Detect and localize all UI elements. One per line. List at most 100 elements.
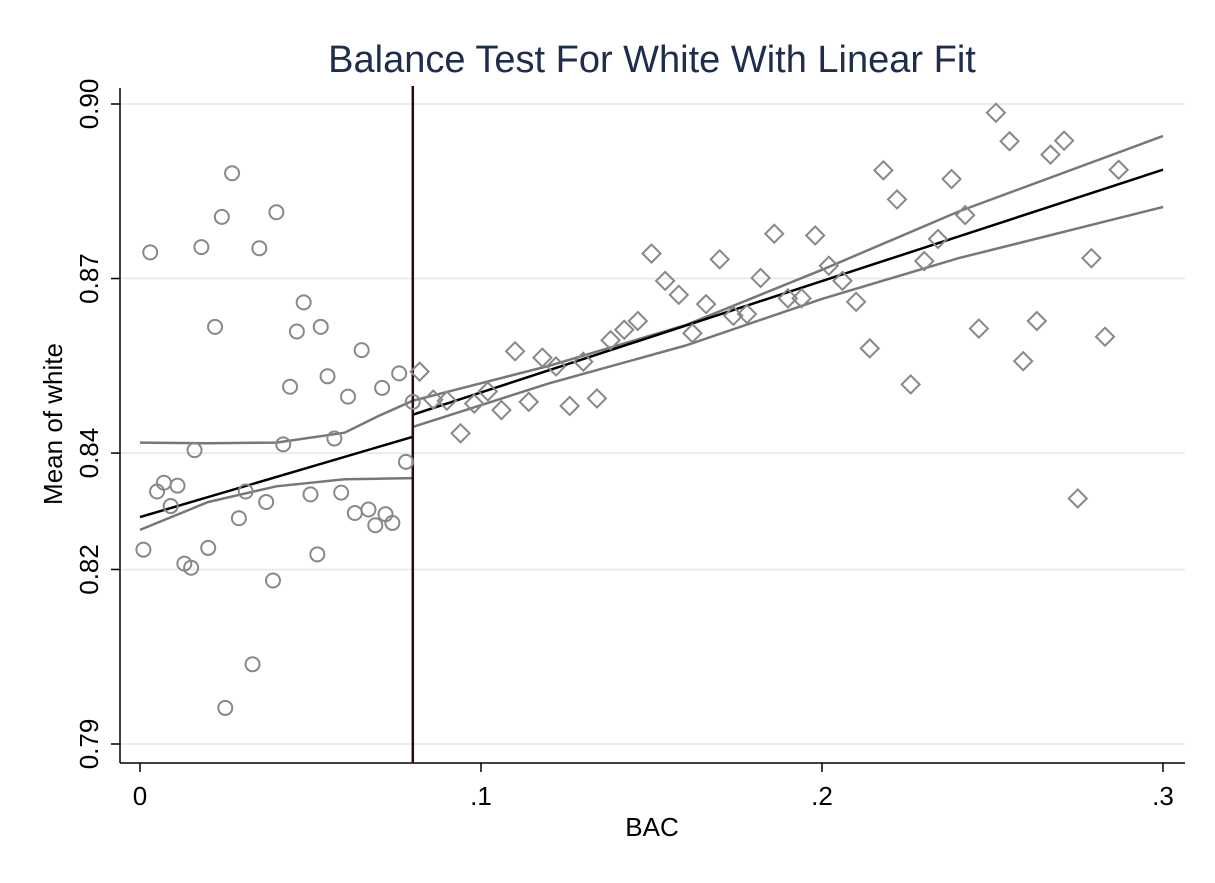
- circle-point: [142, 244, 159, 261]
- circle-point: [312, 318, 329, 335]
- diamond-point: [886, 189, 908, 210]
- diamond-point: [586, 387, 608, 409]
- circle-point: [397, 453, 414, 470]
- circle-point: [230, 510, 247, 527]
- diamond-point: [559, 395, 581, 417]
- circle-point: [333, 484, 350, 501]
- diamond-point: [777, 287, 799, 309]
- circle-point: [258, 493, 275, 510]
- circle-point: [391, 365, 408, 382]
- circle-point: [264, 572, 281, 589]
- y-tick-label: 0.82: [74, 544, 104, 595]
- y-tick-label: 0.87: [74, 253, 104, 304]
- diamond-point: [477, 381, 499, 402]
- fit-lines: [139, 168, 1164, 519]
- diamond-point: [545, 355, 567, 377]
- circle-point: [295, 294, 312, 311]
- x-tick-label: .1: [470, 781, 492, 811]
- fit-line: [412, 168, 1164, 416]
- circle-point: [302, 486, 319, 503]
- diamond-point: [531, 347, 553, 369]
- circle-point: [309, 546, 326, 563]
- circle-point: [288, 323, 305, 340]
- diamond-point: [422, 389, 444, 410]
- diamond-point: [1040, 144, 1061, 166]
- grid-lines: [121, 103, 1185, 745]
- diamond-point: [682, 322, 703, 344]
- fit-line: [139, 435, 414, 519]
- circle-point: [353, 342, 370, 359]
- diamond-point: [985, 102, 1007, 124]
- diamond-point: [1080, 247, 1102, 269]
- circle-point: [237, 483, 254, 500]
- diamond-point: [913, 250, 935, 272]
- axes: [111, 88, 1185, 772]
- x-tick-label: .2: [811, 781, 833, 811]
- chart-title: Balance Test For White With Linear Fit: [328, 39, 976, 81]
- circle-point: [200, 539, 217, 556]
- circle-point: [244, 656, 261, 673]
- circle-point: [207, 318, 224, 335]
- diamond-point: [954, 204, 976, 226]
- tick-labels: 0.79 0.82 0.84 0.87 0.90 0 .1 .2 .3: [74, 79, 1174, 811]
- circle-point: [275, 436, 292, 453]
- y-tick-label: 0.84: [74, 428, 104, 479]
- diamond-point: [1094, 326, 1116, 348]
- circle-point: [319, 368, 336, 385]
- diamond-point: [872, 159, 894, 181]
- diamond-point: [999, 130, 1020, 152]
- circle-point: [374, 379, 391, 396]
- x-axis-label: BAC: [625, 812, 678, 842]
- y-tick-label: 0.79: [74, 719, 104, 770]
- y-axis-label: Mean of white: [38, 343, 68, 505]
- ci-upper-line: [412, 134, 1164, 402]
- circle-point: [282, 378, 299, 395]
- circle-point: [193, 239, 210, 256]
- circle-point: [360, 501, 377, 518]
- circle-point: [213, 208, 230, 225]
- diamond-point: [436, 390, 458, 412]
- circle-point: [135, 541, 152, 558]
- diamond-point: [859, 337, 881, 359]
- circle-point: [183, 559, 200, 576]
- ci-lower-line: [412, 205, 1164, 429]
- circle-point: [169, 477, 186, 494]
- diamond-point: [832, 270, 853, 292]
- circle-point: [224, 165, 241, 182]
- diamond-point: [409, 361, 431, 383]
- diamond-point: [572, 351, 594, 373]
- diamond-point: [818, 255, 840, 277]
- diamond-point: [641, 243, 662, 264]
- circle-point: [404, 393, 421, 410]
- diamond-point: [968, 318, 990, 339]
- diamond-point: [668, 284, 690, 306]
- diamond-point: [709, 248, 731, 270]
- diamond-point: [791, 287, 812, 309]
- diamond-point: [463, 393, 485, 415]
- diamond-point: [504, 340, 526, 362]
- diamond-point: [1053, 130, 1075, 152]
- diamond-point: [900, 374, 922, 395]
- diamond-point: [750, 267, 772, 289]
- diamond-point: [941, 168, 962, 190]
- circle-point: [251, 240, 268, 257]
- diamond-point: [627, 310, 649, 332]
- circle-point: [326, 430, 343, 447]
- circle-point: [367, 517, 384, 534]
- x-tick-label: 0: [133, 781, 147, 811]
- diamond-point: [600, 329, 621, 351]
- diamond-point: [695, 293, 717, 315]
- circle-point: [384, 514, 401, 531]
- circle-point: [162, 498, 179, 515]
- diamond-point: [1026, 310, 1048, 332]
- y-tick-label: 0.90: [74, 79, 104, 130]
- diamond-point: [927, 228, 949, 250]
- ci-lower-line: [139, 476, 413, 532]
- data-points: [135, 102, 1130, 716]
- diamond-point: [845, 291, 867, 313]
- diamond-point: [804, 225, 826, 246]
- x-tick-label: .3: [1152, 781, 1174, 811]
- diamond-point: [1108, 159, 1130, 181]
